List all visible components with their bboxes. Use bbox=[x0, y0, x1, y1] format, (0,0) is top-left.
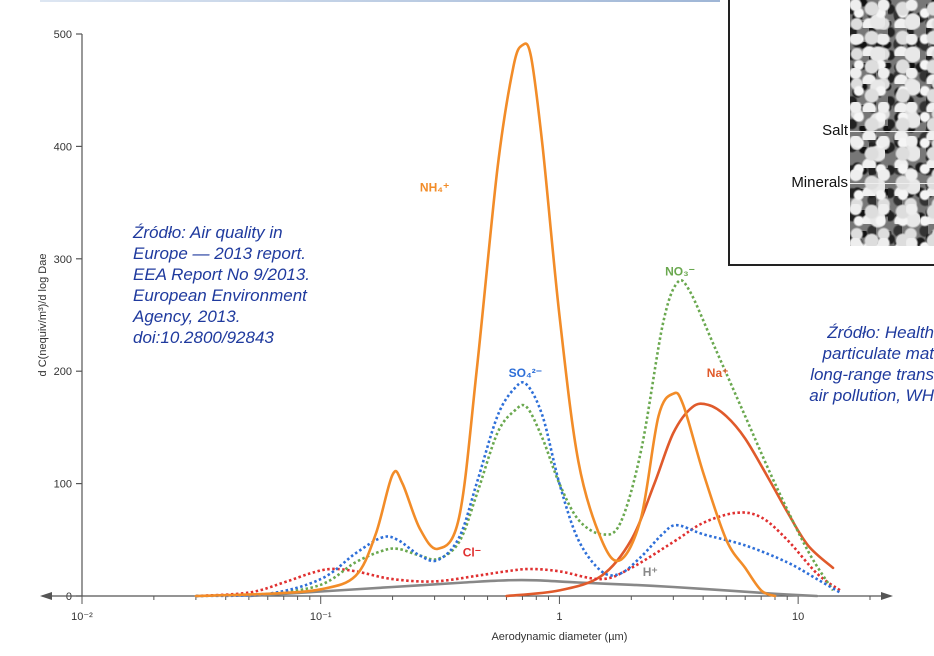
series-label-nh4: NH₄⁺ bbox=[420, 180, 449, 194]
minerals-label: Minerals bbox=[791, 174, 848, 191]
series-label-so4: SO₄²⁻ bbox=[509, 366, 542, 380]
series-line-h bbox=[247, 578, 819, 598]
y-tick-label: 300 bbox=[54, 254, 72, 266]
chart-axes: 0 100 200 300 400 500 10⁻² 10⁻¹ 1 10 Aerodynamic d… bbox=[37, 29, 893, 643]
x-axis-left-arrow bbox=[40, 592, 52, 600]
source-left-line: EEA Report No 9/2013. bbox=[133, 265, 311, 284]
series-label-na: Na⁺ bbox=[707, 366, 729, 380]
particle-micrograph bbox=[850, 0, 934, 246]
x-axis-right-arrow bbox=[881, 592, 893, 600]
header-rule bbox=[40, 0, 720, 2]
source-citation-right: Źródło: Health particulate mat long-rang… bbox=[719, 322, 934, 406]
source-left-line: Źródło: Air quality in bbox=[133, 223, 283, 242]
series-label-h: H⁺ bbox=[643, 565, 658, 579]
source-left-line: Agency, 2013. bbox=[133, 307, 241, 326]
series-line-nh4 bbox=[194, 42, 777, 598]
chart-series bbox=[194, 42, 841, 598]
series-line-no3 bbox=[195, 278, 835, 598]
source-right-line: Źródło: Health bbox=[827, 323, 934, 342]
series-label-no3: NO₃⁻ bbox=[665, 265, 695, 279]
x-tick-label: 10⁻¹ bbox=[310, 611, 332, 623]
y-tick-label: 0 bbox=[66, 591, 72, 603]
source-right-line: long-range trans bbox=[810, 365, 934, 384]
source-left-line: European Environment bbox=[133, 286, 307, 305]
x-tick-label: 1 bbox=[556, 611, 562, 623]
series-line-so4 bbox=[195, 381, 841, 598]
source-right-line: particulate mat bbox=[822, 344, 934, 363]
y-tick-label: 400 bbox=[54, 141, 72, 153]
x-tick-label: 10⁻² bbox=[71, 611, 93, 623]
y-tick-label: 100 bbox=[54, 479, 72, 491]
source-right-line: air pollution, WH bbox=[809, 386, 934, 405]
x-axis-title: Aerodynamic diameter (µm) bbox=[491, 631, 627, 643]
source-left-line: doi:10.2800/92843 bbox=[133, 328, 274, 347]
micrograph-inset: Salt Minerals bbox=[728, 0, 934, 270]
salt-marker-line bbox=[850, 131, 934, 132]
series-line-na bbox=[505, 402, 835, 598]
series-label-cl: Cl⁻ bbox=[463, 546, 481, 560]
y-axis-title: d C(nequiv/m³)/d log Dae bbox=[37, 254, 49, 377]
salt-label: Salt bbox=[822, 122, 848, 139]
y-tick-label: 500 bbox=[54, 29, 72, 41]
inset-frame bbox=[728, 0, 934, 266]
source-citation-left: Źródło: Air quality in Europe — 2013 rep… bbox=[133, 222, 393, 348]
y-tick-label: 200 bbox=[54, 366, 72, 378]
x-tick-label: 10 bbox=[792, 611, 804, 623]
series-line-cl bbox=[195, 511, 841, 598]
minerals-marker-line bbox=[850, 183, 934, 184]
chart-series-labels: NH₄⁺ SO₄²⁻ NO₃⁻ Na⁺ Cl⁻ H⁺ bbox=[420, 180, 729, 578]
source-left-line: Europe — 2013 report. bbox=[133, 244, 306, 263]
